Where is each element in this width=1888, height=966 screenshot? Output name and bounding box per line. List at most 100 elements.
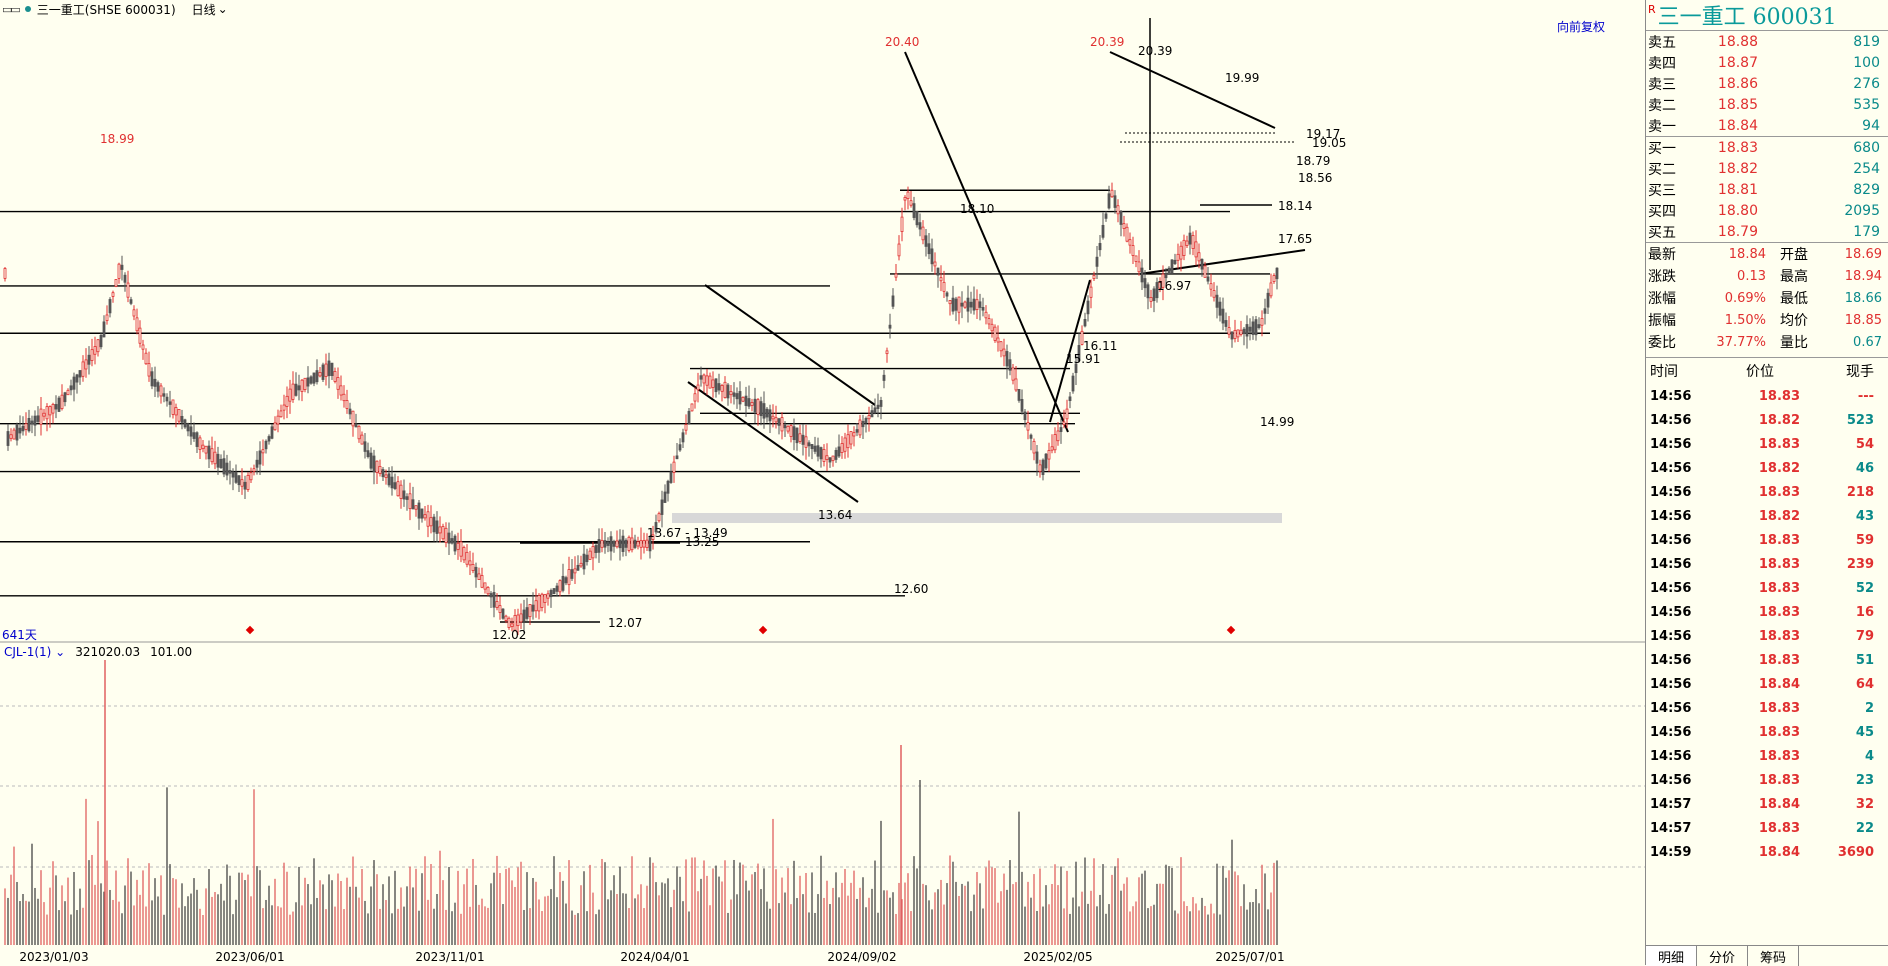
candle-body: [1035, 451, 1039, 464]
candle-body: [1143, 278, 1147, 289]
candle-body: [867, 415, 871, 420]
candle-body: [849, 431, 853, 445]
candle-body: [426, 511, 430, 527]
bid-row: 买三 18.81 829: [1648, 181, 1880, 199]
candle-body: [432, 516, 436, 533]
candle-body: [486, 587, 490, 595]
candle-body: [816, 445, 820, 457]
period-label: 日线: [191, 2, 216, 17]
candle-body: [420, 508, 424, 519]
kline-chart[interactable]: 18.99 20.40 20.39 12.02 20.39 19.99 19.1719.05…: [0, 0, 1645, 965]
candle-body: [654, 522, 658, 533]
candle-body: [942, 281, 946, 292]
candle-body: [399, 484, 403, 499]
candle-body: [1146, 284, 1150, 299]
candle-body: [786, 425, 790, 432]
candle-body: [279, 410, 283, 418]
candle-body: [1149, 297, 1153, 302]
candle-body: [882, 374, 886, 381]
candle-body: [873, 407, 877, 414]
level-label: 18.56: [1298, 171, 1332, 185]
candle-body: [297, 385, 301, 391]
candle-body: [243, 481, 247, 490]
tab-0[interactable]: 明细: [1646, 946, 1698, 966]
price-label: 20.40: [885, 35, 919, 49]
candle-body: [876, 404, 880, 409]
candle-body: [936, 267, 940, 276]
candle-body: [393, 482, 397, 489]
candle-body: [966, 297, 970, 312]
layout-icon[interactable]: ▭▭: [2, 2, 21, 16]
candle-body: [813, 445, 817, 452]
x-tick: 2025/07/01: [1215, 950, 1285, 964]
candle-body: [1167, 267, 1171, 275]
indicator-value1: 321020.03: [75, 645, 141, 659]
candle-body: [330, 362, 334, 376]
candle-body: [42, 412, 46, 417]
bid-row: 买五 18.79 179: [1648, 223, 1880, 241]
period-select[interactable]: 日线 ⌄: [192, 1, 228, 18]
candle-body: [582, 553, 586, 570]
candle-body: [588, 550, 592, 560]
candle-body: [807, 442, 811, 447]
candle-body: [264, 440, 268, 450]
ask-row: 卖二 18.85 535: [1648, 96, 1880, 114]
candle-body: [828, 457, 832, 463]
tab-2[interactable]: 筹码: [1748, 946, 1800, 966]
trade-row: 14:56 18.83 51: [1650, 652, 1874, 668]
stat-row: 委比 37.77% 量比 0.67: [1648, 334, 1882, 352]
trend-line: [1139, 249, 1306, 275]
candle-body: [1188, 232, 1192, 245]
level-label: 20.39: [1138, 44, 1172, 58]
candle-body: [777, 418, 781, 426]
candle-body: [363, 441, 367, 452]
candle-body: [1092, 274, 1096, 280]
candle-body: [627, 536, 631, 551]
candle-body: [549, 590, 553, 598]
candle-body: [117, 263, 121, 279]
candle-body: [714, 378, 718, 393]
candle-body: [768, 409, 772, 422]
candle-body: [201, 444, 205, 450]
level-label: 14.99: [1260, 415, 1294, 429]
candle-body: [114, 279, 118, 287]
candle-body: [1014, 378, 1018, 391]
candle-body: [174, 407, 178, 416]
candle-body: [234, 472, 238, 483]
candle-body: [423, 514, 427, 519]
candle-body: [825, 455, 829, 460]
indicator-select[interactable]: CJL-1(1) ⌄: [4, 645, 66, 659]
candle-body: [159, 385, 163, 397]
candle-body: [921, 226, 925, 241]
candle-body: [495, 601, 499, 608]
candle-body: [1182, 239, 1186, 256]
candle-body: [1119, 211, 1123, 225]
ask-row: 卖四 18.87 100: [1648, 54, 1880, 72]
candle-body: [696, 384, 700, 391]
candle-body: [36, 415, 40, 422]
tab-1[interactable]: 分价: [1697, 946, 1749, 966]
trade-row: 14:57 18.84 32: [1650, 796, 1874, 812]
candle-body: [39, 408, 43, 425]
level-label: 18.10: [960, 202, 994, 216]
adjust-restore-button[interactable]: 向前复权: [1556, 20, 1605, 34]
candle-body: [999, 341, 1003, 352]
candle-body: [948, 300, 952, 305]
status-dot-icon: [24, 6, 31, 12]
level-label: 16.97: [1157, 279, 1191, 293]
candle-body: [1230, 331, 1234, 340]
candle-body: [390, 476, 394, 489]
candle-body: [1170, 259, 1174, 274]
candle-body: [669, 471, 673, 483]
candle-body: [240, 479, 244, 487]
candle-body: [480, 575, 484, 588]
candle-body: [960, 302, 964, 307]
candle-body: [168, 401, 172, 405]
candle-body: [717, 383, 721, 391]
candle-body: [375, 460, 379, 473]
candle-body: [1128, 239, 1132, 246]
trade-list[interactable]: 14:56 18.83 --- 14:56 18.82 523 14:56 18.83 54 14…: [1646, 384, 1888, 864]
candle-body: [951, 297, 955, 312]
kline-chart-panel[interactable]: 18.99 20.40 20.39 12.02 20.39 19.99 19.17 19.05…: [0, 0, 1646, 965]
candle-body: [690, 403, 694, 412]
